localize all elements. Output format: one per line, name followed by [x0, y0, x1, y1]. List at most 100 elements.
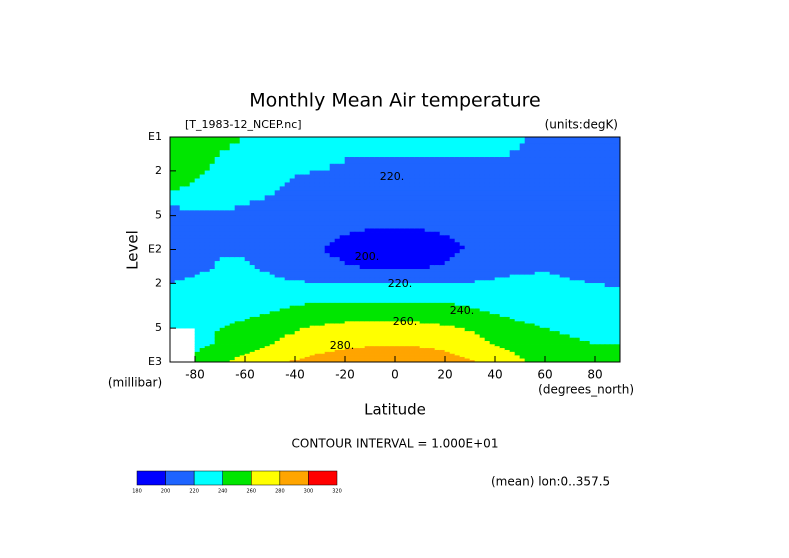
- contour-cell: [554, 305, 561, 310]
- contour-cell: [259, 163, 266, 172]
- contour-cell: [589, 178, 596, 184]
- contour-cell: [264, 178, 271, 184]
- contour-cell: [569, 228, 576, 233]
- contour-cell: [314, 283, 321, 288]
- contour-cell: [224, 200, 231, 206]
- contour-cell: [234, 186, 241, 191]
- contour-cell: [584, 340, 591, 345]
- contour-cell: [299, 316, 306, 320]
- contour-cell: [549, 253, 556, 258]
- contour-cell: [424, 277, 431, 281]
- contour-cell: [499, 195, 506, 201]
- contour-cell: [534, 150, 541, 158]
- contour-cell: [269, 238, 276, 243]
- contour-cell: [549, 190, 556, 196]
- contour-cell: [174, 287, 181, 292]
- contour-cell: [569, 340, 576, 345]
- contour-cell: [559, 157, 566, 165]
- contour-cell: [509, 298, 516, 304]
- contour-cell: [509, 334, 516, 339]
- contour-cell: [519, 190, 526, 196]
- contour-cell: [174, 186, 181, 191]
- contour-cell: [214, 200, 221, 206]
- contour-cell: [499, 200, 506, 206]
- contour-cell: [344, 283, 351, 288]
- contour-cell: [259, 157, 266, 165]
- contour-cell: [379, 186, 386, 191]
- contour-cell: [479, 190, 486, 196]
- contour-cell: [554, 186, 561, 191]
- contour-cell: [459, 249, 466, 254]
- contour-cell: [274, 178, 281, 184]
- contour-cell: [294, 242, 301, 247]
- contour-cell: [579, 319, 586, 322]
- contour-cell: [364, 314, 371, 318]
- contour-cell: [349, 143, 356, 151]
- contour-cell: [344, 218, 351, 223]
- contour-cell: [324, 163, 331, 172]
- contour-cell: [419, 327, 426, 332]
- contour-cell: [309, 182, 316, 188]
- contour-cell: [309, 190, 316, 196]
- contour-cell: [579, 231, 586, 236]
- contour-cell: [414, 136, 421, 145]
- contour-cell: [384, 331, 391, 336]
- contour-cell: [389, 136, 396, 145]
- contour-cell: [489, 334, 496, 339]
- contour-cell: [219, 150, 226, 158]
- contour-cell: [364, 210, 371, 216]
- contour-cell: [539, 316, 546, 320]
- contour-cell: [389, 253, 396, 258]
- contour-cell: [224, 225, 231, 230]
- contour-cell: [569, 215, 576, 220]
- contour-cell: [289, 274, 296, 279]
- contour-cell: [484, 283, 491, 288]
- contour-cell: [589, 143, 596, 151]
- contour-cell: [509, 274, 516, 279]
- contour-cell: [594, 274, 601, 279]
- contour-cell: [214, 271, 221, 276]
- contour-cell: [329, 195, 336, 201]
- contour-cell: [479, 257, 486, 262]
- contour-cell: [354, 242, 361, 247]
- contour-cell: [614, 302, 621, 307]
- contour-cell: [229, 311, 236, 315]
- contour-cell: [479, 325, 486, 329]
- contour-cell: [574, 290, 581, 296]
- contour-cell: [279, 290, 286, 296]
- contour-cell: [349, 311, 356, 315]
- contour-cell: [424, 308, 431, 312]
- contour-cell: [614, 235, 621, 240]
- contour-cell: [249, 231, 256, 236]
- contour-cell: [529, 331, 536, 336]
- contour-cell: [419, 277, 426, 281]
- contour-cell: [474, 170, 481, 176]
- contour-cell: [244, 321, 251, 325]
- contour-cell: [439, 265, 446, 270]
- contour-cell: [349, 218, 356, 223]
- contour-cell: [194, 271, 201, 276]
- contour-cell: [484, 323, 491, 327]
- contour-cell: [319, 200, 326, 206]
- contour-cell: [399, 238, 406, 243]
- contour-cell: [234, 221, 241, 226]
- contour-cell: [534, 178, 541, 184]
- contour-cell: [454, 271, 461, 276]
- contour-cell: [404, 186, 411, 191]
- contour-cell: [384, 257, 391, 262]
- contour-cell: [279, 323, 286, 327]
- contour-cell: [574, 186, 581, 191]
- contour-cell: [589, 200, 596, 206]
- contour-cell: [419, 283, 426, 288]
- contour-cell: [184, 200, 191, 206]
- contour-cell: [579, 311, 586, 315]
- contour-cell: [284, 290, 291, 296]
- contour-cell: [209, 249, 216, 254]
- contour-cell: [239, 245, 246, 250]
- contour-cell: [264, 245, 271, 250]
- contour-cell: [224, 269, 231, 273]
- contour-cell: [424, 136, 431, 145]
- contour-cell: [574, 294, 581, 300]
- contour-cell: [454, 218, 461, 223]
- contour-cell: [299, 221, 306, 226]
